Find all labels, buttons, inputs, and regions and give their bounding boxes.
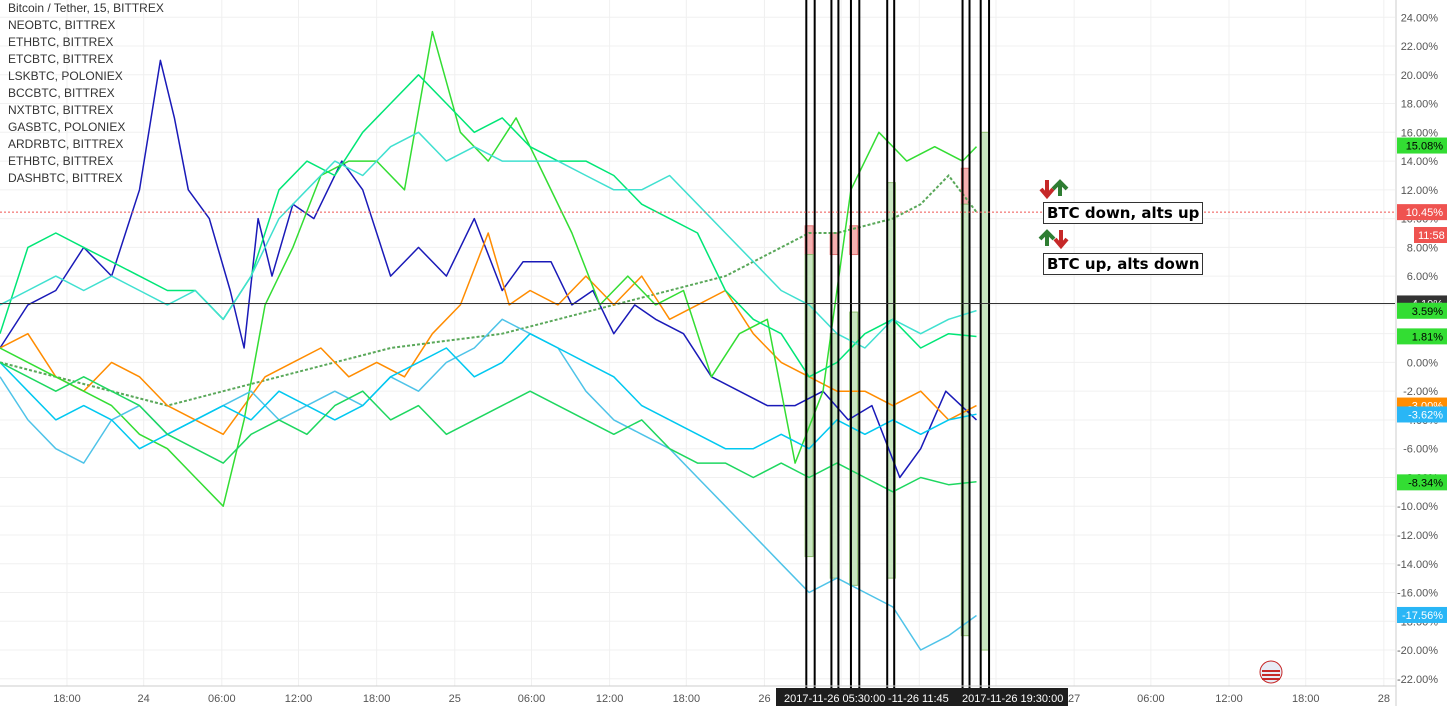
x-tick-label: 06:00 (518, 693, 546, 705)
price-label-bg (1397, 328, 1447, 345)
legend-item[interactable]: BCCBTC, BITTREX (8, 86, 115, 100)
annotation-btc-up[interactable]: BTC up, alts down (1043, 253, 1204, 275)
price-label-bg (1397, 474, 1447, 491)
x-tick-label: 18:00 (363, 693, 391, 705)
btc-box (849, 311, 859, 586)
price-label-bg (1397, 204, 1447, 221)
legend-item[interactable]: ETCBTC, BITTREX (8, 52, 114, 66)
y-tick-label: -14.00% (1397, 559, 1438, 571)
x-tick-label: 12:00 (285, 693, 313, 705)
x-tick-label: 12:00 (1215, 693, 1243, 705)
legend-item[interactable]: GASBTC, POLONIEX (8, 120, 126, 134)
x-tick-label: 26 (758, 693, 770, 705)
price-label-bg (1397, 606, 1447, 623)
x-tick-label: 12:00 (596, 693, 624, 705)
btc-box (980, 131, 990, 651)
y-tick-label: 16.00% (1401, 127, 1439, 139)
y-tick-label: -10.00% (1397, 501, 1438, 513)
price-label: -3.62% (1408, 409, 1443, 421)
price-label-bg (1397, 406, 1447, 423)
timer-badge-bg (1414, 227, 1447, 243)
x-tick-label: 24 (138, 693, 150, 705)
price-label: -8.34% (1408, 477, 1443, 489)
x-tick-label: 18:00 (1292, 693, 1320, 705)
y-tick-label: 20.00% (1401, 70, 1439, 82)
legend-item[interactable]: ETHBTC, BITTREX (8, 35, 114, 49)
crosshair-date-bg (776, 688, 1068, 706)
btc-line (0, 173, 978, 407)
legend-item[interactable]: ARDRBTC, BITTREX (8, 137, 124, 151)
price-label: 3.59% (1412, 306, 1443, 318)
price-labels: 15.08%10.45%4.10%3.59%1.81%-3.00%-3.62%-… (1397, 137, 1447, 623)
x-tick-label: 06:00 (208, 693, 236, 705)
y-tick-label: 14.00% (1401, 156, 1439, 168)
series-line (0, 59, 978, 479)
y-tick-label: -2.00% (1403, 386, 1438, 398)
arrow-up-down-icon (1038, 229, 1069, 250)
y-tick-label: 6.00% (1407, 271, 1438, 283)
crosshair-date-2: -11-26 11:45 (888, 693, 949, 705)
y-tick-label: -22.00% (1397, 674, 1438, 686)
price-label: 15.08% (1406, 141, 1444, 153)
legend-item[interactable]: NXTBTC, BITTREX (8, 103, 114, 117)
btc-box (849, 225, 859, 256)
arrow-down-up-icon (1039, 179, 1069, 200)
legend-main[interactable]: Bitcoin / Tether, 15, BITTREX (8, 1, 164, 15)
y-tick-label: -6.00% (1403, 444, 1438, 456)
price-label-bg (1397, 302, 1447, 319)
y-tick-label: 18.00% (1401, 99, 1439, 111)
price-label: 1.81% (1412, 331, 1443, 343)
price-label-bg (1397, 137, 1447, 154)
us-flag-icon[interactable] (1259, 660, 1283, 684)
x-tick-label: 28 (1378, 693, 1390, 705)
x-tick-label: 18:00 (53, 693, 81, 705)
x-tick-label: 18:00 (673, 693, 701, 705)
y-tick-label: 22.00% (1401, 41, 1439, 53)
legend-item[interactable]: DASHBTC, BITTREX (8, 171, 123, 185)
crosshair-date-3: 2017-11-26 19:30:00 (962, 693, 1063, 705)
y-tick-label: 12.00% (1401, 185, 1439, 197)
price-label: 10.45% (1406, 207, 1444, 219)
y-tick-label: -16.00% (1397, 588, 1438, 600)
y-tick-label: -20.00% (1397, 645, 1438, 657)
time-marker-lines (805, 0, 991, 688)
x-axis-ticks: 18:00 24 06:00 12:00 18:00 25 06:00 12:00 18:00 2… (53, 693, 1390, 705)
crosshair-date-1: 2017-11-26 05:30:00 (784, 693, 885, 705)
legend-item[interactable]: ETHBTC, BITTREX (8, 154, 114, 168)
legend-item[interactable]: NEOBTC, BITTREX (8, 18, 116, 32)
y-tick-label: 8.00% (1407, 242, 1438, 254)
x-tick-label: 25 (449, 693, 461, 705)
legend-item[interactable]: LSKBTC, POLONIEX (8, 69, 123, 83)
series-line (0, 30, 978, 507)
y-tick-label: 0.00% (1407, 357, 1438, 369)
y-tick-label: 24.00% (1401, 12, 1439, 24)
chart-grid (0, 0, 1395, 686)
price-label: -17.56% (1402, 610, 1443, 622)
x-tick-label: 27 (1068, 693, 1080, 705)
y-tick-label: -12.00% (1397, 530, 1438, 542)
y-axis-ticks: 24.00% 22.00% 20.00% 18.00% 16.00% 14.00% 12.0… (1397, 12, 1438, 686)
x-tick-label: 06:00 (1137, 693, 1165, 705)
chart-legend: Bitcoin / Tether, 15, BITTREX NEOBTC, BI… (8, 0, 164, 187)
annotation-btc-down[interactable]: BTC down, alts up (1043, 202, 1204, 224)
timer-badge: 11:58 (1418, 230, 1445, 242)
btc-box (804, 254, 814, 558)
